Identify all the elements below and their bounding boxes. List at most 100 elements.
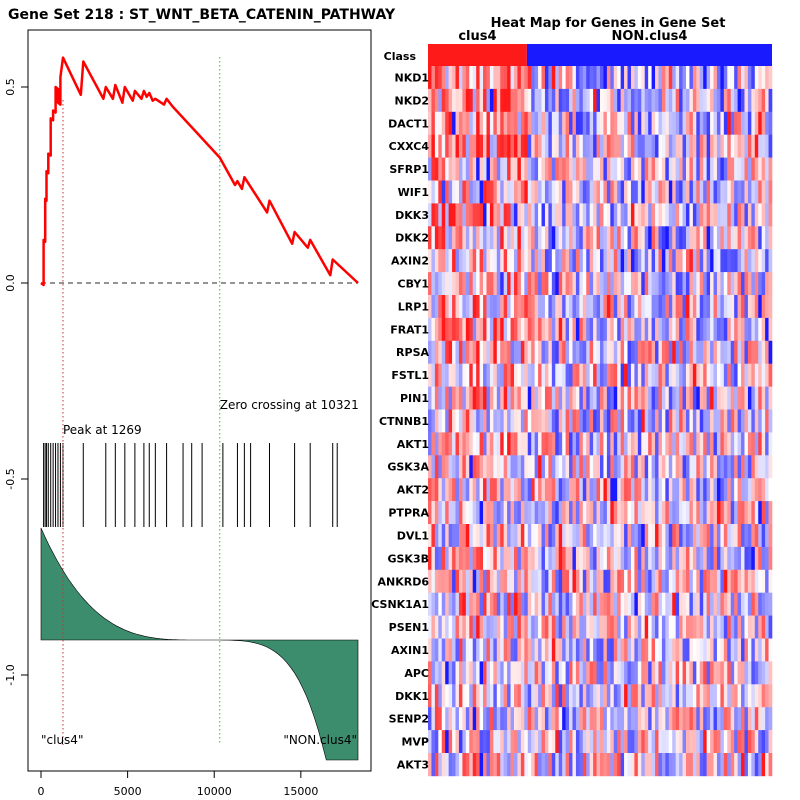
- heat-cell: [579, 157, 584, 181]
- heat-cell: [431, 478, 436, 502]
- heat-cell: [641, 340, 646, 364]
- heat-cell: [665, 386, 670, 410]
- heat-cell: [551, 432, 556, 456]
- heat-cell: [620, 226, 625, 250]
- heat-cell: [741, 66, 745, 90]
- class-name-NON.clus4: NON.clus4: [611, 29, 687, 44]
- heat-cell: [520, 272, 525, 296]
- heat-cell: [713, 546, 718, 571]
- heat-cell: [441, 707, 446, 731]
- heat-cell: [655, 524, 659, 548]
- heat-cell: [758, 180, 762, 204]
- heat-cell: [531, 386, 535, 410]
- heat-cell: [445, 730, 449, 754]
- heat-cell: [600, 295, 604, 319]
- gene-label: NKD2: [394, 94, 429, 107]
- heat-cell: [555, 432, 560, 456]
- heat-cell: [469, 317, 474, 342]
- heat-cell: [565, 753, 570, 777]
- heat-cell: [624, 524, 628, 548]
- heat-cell: [610, 340, 615, 364]
- heat-cell: [493, 455, 498, 479]
- heat-cell: [641, 432, 646, 456]
- heat-cell: [741, 226, 745, 250]
- heat-cell: [558, 134, 563, 158]
- heat-cell: [603, 226, 608, 250]
- heat-cell: [610, 730, 615, 754]
- heat-cell: [634, 111, 639, 135]
- heat-cell: [675, 409, 680, 433]
- heat-cell: [500, 272, 504, 296]
- heat-cell: [689, 180, 694, 204]
- heat-cell: [699, 111, 704, 135]
- heat-cell: [661, 203, 666, 227]
- heat-cell: [510, 249, 515, 273]
- heat-cell: [582, 569, 587, 593]
- heat-cell: [644, 432, 649, 456]
- heat-cell: [562, 272, 566, 296]
- heat-cell: [627, 226, 632, 250]
- heat-cell: [448, 546, 453, 571]
- heat-cell: [734, 592, 738, 616]
- heat-cell: [441, 272, 446, 296]
- heat-cell: [716, 111, 721, 135]
- heat-cell: [706, 661, 711, 685]
- heat-cell: [758, 66, 762, 90]
- heat-cell: [452, 363, 456, 387]
- heat-cell: [686, 569, 690, 593]
- heat-cell: [634, 66, 639, 90]
- heat-cell: [579, 455, 584, 479]
- heat-cell: [720, 66, 725, 90]
- heat-cell: [441, 409, 446, 433]
- heat-cell: [565, 203, 570, 227]
- heat-cell: [679, 432, 683, 456]
- heat-cell: [734, 157, 738, 181]
- heat-cell: [562, 88, 566, 113]
- heat-cell: [593, 111, 597, 135]
- heat-cell: [672, 661, 676, 685]
- heat-cell: [768, 409, 773, 433]
- heat-cell: [727, 363, 732, 387]
- heat-cell: [469, 295, 474, 319]
- heat-cell: [606, 524, 611, 548]
- heat-cell: [754, 592, 759, 616]
- heat-cell: [627, 409, 632, 433]
- heat-cell: [692, 753, 697, 777]
- heat-cell: [586, 386, 590, 410]
- heat-cell: [730, 524, 735, 548]
- heat-cell: [630, 295, 635, 319]
- heat-cell: [651, 134, 656, 158]
- heat-cell: [758, 478, 762, 502]
- heat-cell: [472, 157, 477, 181]
- heat-cell: [558, 226, 563, 250]
- heat-cell: [551, 592, 556, 616]
- heat-cell: [600, 363, 604, 387]
- heat-cell: [572, 386, 577, 410]
- heat-cell: [538, 730, 542, 754]
- heat-cell: [434, 455, 439, 479]
- heat-cell: [527, 546, 532, 571]
- heat-cell: [572, 88, 577, 113]
- heat-cell: [555, 569, 560, 593]
- heat-cell: [479, 111, 484, 135]
- heat-cell: [572, 638, 577, 662]
- heat-cell: [730, 226, 735, 250]
- heat-cell: [596, 661, 601, 685]
- heat-cell: [434, 615, 439, 639]
- heat-cell: [641, 111, 646, 135]
- heat-cell: [734, 455, 738, 479]
- heat-cell: [634, 615, 639, 639]
- heat-cell: [620, 455, 625, 479]
- heat-cell: [751, 157, 756, 181]
- heat-cell: [493, 546, 498, 571]
- heat-cell: [675, 638, 680, 662]
- heat-cell: [610, 615, 615, 639]
- heat-cell: [534, 134, 539, 158]
- heat-cell: [445, 134, 449, 158]
- heat-cell: [603, 386, 608, 410]
- heat-cell: [596, 592, 601, 616]
- heat-cell: [699, 272, 704, 296]
- heat-cell: [634, 661, 639, 685]
- heat-cell: [544, 455, 549, 479]
- heat-cell: [569, 111, 573, 135]
